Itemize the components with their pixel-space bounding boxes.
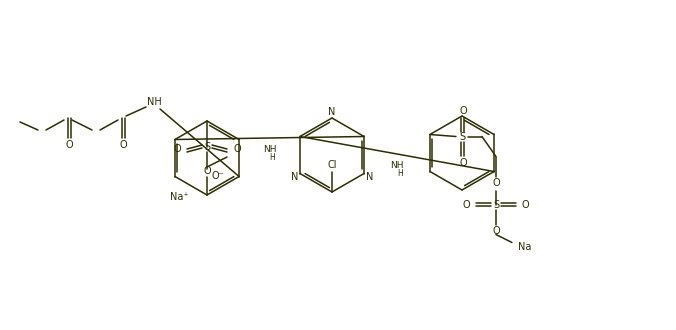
Text: H: H: [397, 169, 403, 178]
Text: O⁻: O⁻: [211, 171, 224, 181]
Text: S: S: [204, 142, 210, 152]
Text: O: O: [173, 144, 181, 154]
Text: N: N: [366, 172, 373, 182]
Text: Na: Na: [518, 242, 531, 251]
Text: O: O: [462, 200, 470, 210]
Text: N: N: [291, 172, 298, 182]
Text: O: O: [459, 106, 466, 116]
Text: O: O: [492, 179, 500, 188]
Text: O: O: [203, 166, 211, 176]
Text: O: O: [65, 140, 73, 150]
Text: NH: NH: [263, 145, 276, 153]
Text: O: O: [522, 200, 529, 210]
Text: O: O: [119, 140, 127, 150]
Text: NH: NH: [147, 97, 162, 107]
Text: O: O: [459, 157, 466, 168]
Text: O: O: [492, 225, 500, 236]
Text: Cl: Cl: [327, 160, 337, 170]
Text: NH: NH: [390, 160, 404, 170]
Text: Na⁺: Na⁺: [170, 192, 189, 202]
Text: H: H: [270, 152, 275, 161]
Text: O: O: [233, 144, 241, 154]
Text: S: S: [459, 131, 465, 142]
Text: N: N: [329, 107, 336, 117]
Text: S: S: [493, 200, 499, 210]
